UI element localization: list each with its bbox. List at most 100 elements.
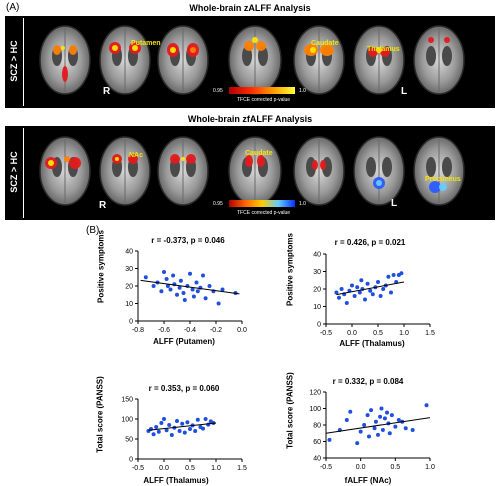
data-point [168,287,173,292]
panel-b-label: (B) [86,225,100,236]
y-tick-label: 60 [313,439,321,446]
data-point [355,285,360,290]
activation-cluster [439,183,447,191]
data-point [220,287,225,292]
data-point [350,283,354,288]
zalff-annotation-thalamus: Thalamus [367,46,400,53]
activation-cluster [69,157,81,169]
data-point [378,414,383,419]
y-tick-label: 20 [125,284,133,291]
data-point [373,419,378,424]
data-point [188,271,192,276]
x-tick-label: 0.5 [185,465,195,472]
zfalff-group-label: SCZ > HC [9,151,19,193]
activation-cluster [376,47,382,53]
data-point [382,416,387,421]
data-point [164,428,169,433]
chart4-stat: r = 0.332, p = 0.084 [332,377,404,386]
zfalff-colorbar-caption: TFCE corrected p-value [237,210,291,216]
data-point [376,432,380,437]
zalff-right-marker: R [103,86,111,97]
zfalff-annotation-precuneus: Precuneus [425,176,461,183]
y-tick-label: 40 [313,456,321,463]
y-tick-label: 10 [125,301,133,308]
activation-cluster [429,181,441,193]
zalff-annotation-caudate: Caudate [311,40,339,47]
data-point [143,275,148,280]
x-tick-label: 0.0 [356,464,366,471]
data-point [193,429,198,433]
data-point [191,294,196,299]
data-point [387,431,392,436]
data-point [175,292,179,297]
activation-cluster [112,45,118,51]
chart4-xlabel: fALFF (NAc) [344,476,392,485]
activation-cluster [132,45,138,51]
data-point [386,274,391,279]
activation-cluster [62,66,68,82]
activation-cluster [61,46,65,50]
data-point [372,426,377,431]
data-point [156,429,161,434]
y-tick-label: 40 [125,249,133,256]
activation-cluster [376,180,382,186]
data-point [366,434,371,439]
activation-cluster [252,37,258,43]
y-tick-label: 10 [313,304,321,311]
activation-cluster [256,41,266,51]
x-tick-label: 0.0 [347,330,357,337]
data-point [207,284,212,288]
zfalff-colorbar [229,200,295,207]
x-tick-label: 1.0 [399,330,409,337]
data-point [151,284,156,288]
data-point [344,301,349,305]
x-tick-label: 1.5 [425,330,435,337]
data-point [389,413,394,418]
data-point [385,410,390,415]
y-tick-label: 100 [121,417,133,424]
y-tick-label: 50 [125,437,133,444]
regression-line [336,281,405,296]
x-tick-label: -0.6 [158,327,170,334]
y-tick-label: 20 [313,287,321,294]
y-tick-label: 0 [317,322,321,329]
x-tick-label: -0.5 [320,330,332,337]
activation-cluster [64,156,70,162]
activation-cluster [310,47,316,53]
data-point [357,290,362,295]
data-point [389,290,393,295]
data-point [165,284,170,288]
data-point [203,417,208,421]
activation-cluster [320,160,326,170]
data-point [344,418,349,423]
data-point [403,426,408,431]
data-point [381,287,386,291]
data-point [188,427,192,431]
chart2-plot: -0.5 0.0 0.5 1.0 1.5 0 10 20 30 40 [313,252,435,338]
data-point [368,288,373,293]
activation-cluster [170,154,180,164]
data-point [359,278,364,283]
data-point [379,406,384,411]
zfalff-left-marker: L [391,198,398,209]
data-point [355,441,360,446]
data-point [181,291,186,295]
x-tick-label: 0.0 [159,465,169,472]
zfalff-brain-slices [39,136,465,206]
activation-cluster [245,155,253,167]
data-point [370,292,375,297]
x-tick-label: 0.0 [237,327,247,334]
data-point [167,423,172,427]
x-tick-label: -0.5 [320,464,332,471]
y-tick-label: 30 [125,266,133,273]
data-point [177,429,182,433]
activation-cluster [115,157,119,161]
data-point [162,417,166,421]
data-point [424,403,429,408]
regression-line [140,279,240,295]
zalff-brain-strip: SCZ > HC R L Putamen Caudate Thalamus 0.… [5,16,495,108]
x-tick-label: 0.5 [390,464,400,471]
data-point [352,294,357,298]
data-point [376,280,380,284]
activation-cluster [53,45,61,55]
